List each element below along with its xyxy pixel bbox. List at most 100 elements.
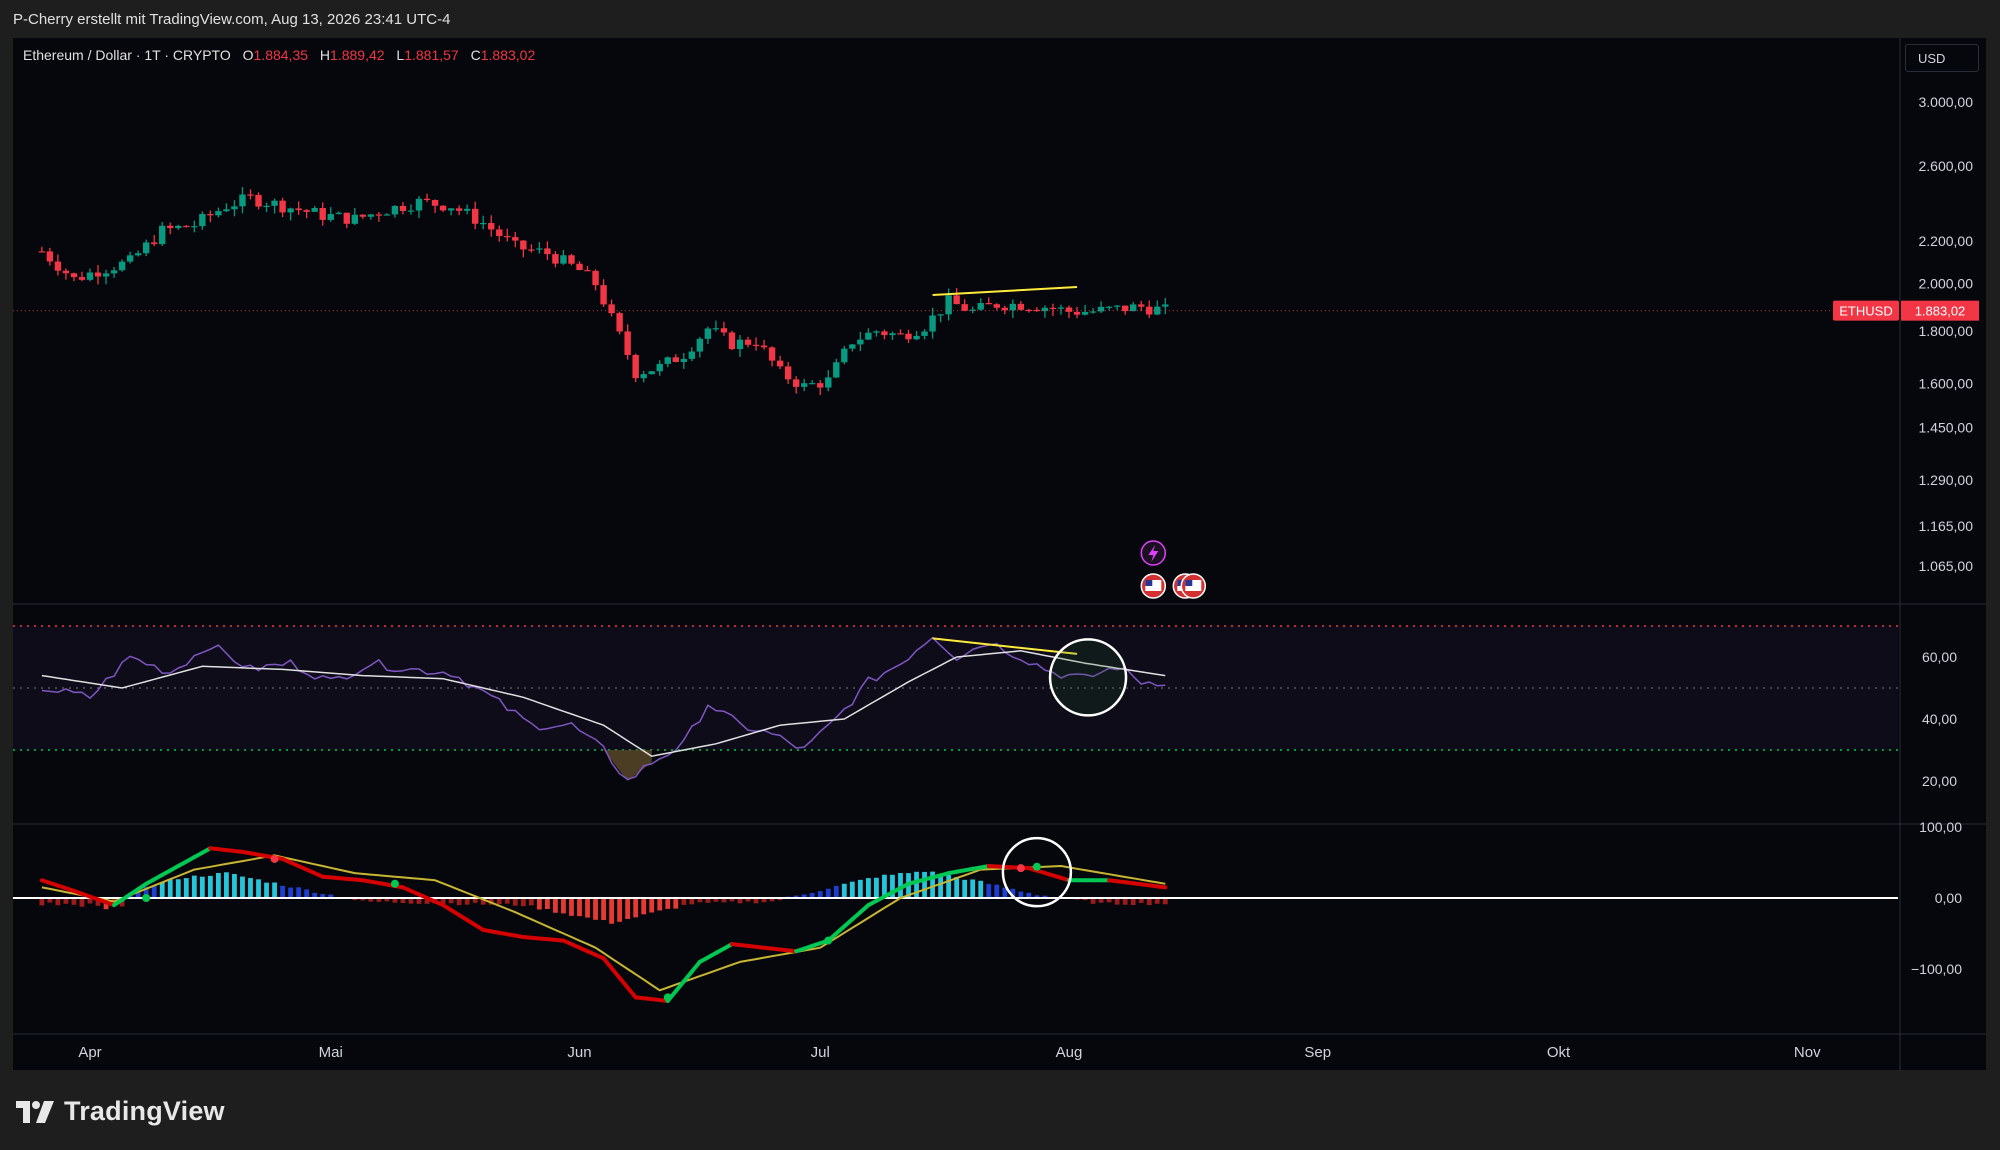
- macd-histogram-bar: [697, 898, 703, 903]
- macd-histogram-bar: [464, 898, 470, 905]
- candle: [94, 265, 102, 285]
- candle: [568, 253, 575, 266]
- candle: [720, 321, 728, 336]
- candle: [833, 358, 840, 379]
- candle-body: [1001, 307, 1009, 311]
- candle: [913, 330, 920, 341]
- currency-button[interactable]: USD: [1905, 44, 1979, 72]
- candle: [849, 343, 856, 352]
- candle: [415, 196, 423, 219]
- macd-histogram-bar: [649, 898, 655, 913]
- candle-body: [817, 383, 824, 388]
- candle: [1138, 300, 1145, 312]
- macd-histogram-bar: [817, 891, 823, 898]
- candle: [1025, 308, 1033, 313]
- macd-cross-dot: [270, 854, 279, 863]
- candle: [881, 329, 888, 340]
- candle: [46, 247, 54, 266]
- candle: [1041, 305, 1049, 318]
- macd-tick-label: 0,00: [1935, 890, 1962, 906]
- candle-body: [969, 309, 976, 311]
- macd-histogram-bar: [47, 898, 53, 903]
- us-flag-event-icon: [1180, 573, 1207, 599]
- candle-body: [319, 208, 326, 220]
- candle: [496, 225, 503, 242]
- macd-histogram-bar: [625, 898, 631, 919]
- candle-body: [1073, 311, 1081, 315]
- candle-body: [1041, 307, 1049, 312]
- candle: [223, 203, 230, 213]
- time-tick-label: Mai: [319, 1044, 343, 1061]
- macd-histogram-bar: [1154, 898, 1160, 904]
- macd-highlight-circle: [1001, 836, 1073, 908]
- rsi-highlight-circle: [1048, 638, 1128, 717]
- candle: [351, 207, 359, 225]
- candle-body: [520, 240, 527, 250]
- candle-body: [271, 200, 278, 206]
- brand-name: TradingView: [64, 1096, 225, 1126]
- candle-body: [953, 295, 960, 305]
- candle-body: [1113, 305, 1121, 307]
- macd-histogram-bar: [593, 898, 598, 920]
- candle-body: [118, 261, 126, 271]
- macd-histogram-bar: [922, 871, 927, 898]
- candle: [1105, 305, 1113, 311]
- candle: [263, 202, 270, 213]
- macd-histogram-bar: [986, 884, 992, 898]
- candle-body: [311, 208, 318, 212]
- candle-body: [1097, 306, 1105, 312]
- macd-histogram-bar: [641, 898, 647, 915]
- candle: [688, 347, 696, 362]
- macd-histogram-bar: [512, 898, 518, 906]
- candle-body: [536, 248, 543, 250]
- candle-body: [552, 254, 559, 264]
- flag-field: [1185, 580, 1202, 591]
- symbol-tag-label: ETHUSD: [1839, 304, 1892, 319]
- candle: [648, 371, 655, 375]
- macd-histogram-bar: [882, 874, 887, 898]
- time-tick-label: Aug: [1056, 1044, 1083, 1061]
- macd-histogram-bar: [528, 898, 534, 906]
- candle: [1057, 304, 1065, 315]
- candle-body: [303, 210, 310, 212]
- candle: [905, 329, 912, 344]
- macd-fast-segment: [617, 975, 630, 990]
- candle: [343, 212, 350, 229]
- macd-histogram-bar: [424, 898, 430, 904]
- candle: [961, 299, 968, 312]
- macd-histogram-bar: [215, 872, 221, 898]
- candle: [247, 189, 254, 200]
- candle: [391, 205, 399, 218]
- macd-histogram-bar: [801, 894, 807, 898]
- candle: [70, 272, 78, 282]
- candle: [423, 193, 431, 203]
- candle-body: [383, 214, 391, 216]
- macd-histogram-bar: [857, 879, 863, 898]
- tradingview-logo-icon: [16, 1100, 54, 1123]
- macd-histogram-bar: [352, 898, 358, 901]
- candle: [825, 370, 832, 392]
- candle: [873, 330, 880, 337]
- tradingview-logo[interactable]: TradingView: [14, 1096, 225, 1127]
- macd-signal-line: [41, 854, 1166, 992]
- candle: [1033, 307, 1041, 312]
- macd-histogram-bar: [224, 872, 229, 898]
- close-label: C: [470, 47, 481, 63]
- candle-body: [584, 270, 591, 272]
- candle: [889, 331, 896, 340]
- candle: [512, 232, 519, 248]
- candle: [1113, 305, 1121, 310]
- macd-histogram-bar: [448, 898, 454, 904]
- lightning-glyph: [1148, 545, 1159, 562]
- macd-histogram-bar: [272, 882, 277, 898]
- macd-histogram-bar: [376, 898, 382, 902]
- candle-body: [809, 383, 816, 385]
- candle: [704, 326, 712, 344]
- candle-body: [496, 229, 503, 237]
- macd-histogram-bar: [898, 873, 903, 898]
- candle: [159, 221, 166, 247]
- macd-histogram-bar: [833, 885, 839, 898]
- macd-histogram-bar: [809, 892, 815, 898]
- candle: [1154, 300, 1161, 316]
